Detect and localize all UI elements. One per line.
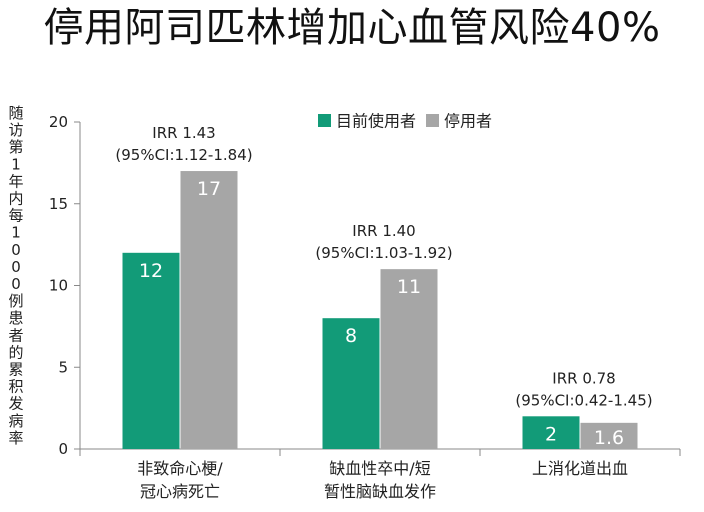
y-tick-label: 10	[49, 277, 68, 295]
y-tick-label: 5	[58, 358, 68, 376]
legend-swatch	[426, 114, 440, 127]
bar-discontinued	[380, 269, 438, 449]
irr-confidence-interval: (95%CI:1.12-1.84)	[115, 146, 252, 164]
y-tick-label: 0	[58, 440, 68, 458]
category-label: 冠心病死亡	[140, 482, 220, 501]
category-label: 非致命心梗/	[137, 459, 223, 478]
category-label: 暂性脑缺血发作	[324, 482, 436, 501]
category-label: 上消化道出血	[532, 459, 628, 478]
irr-annotations: IRR 1.43 (95%CI:1.12-1.84) IRR 1.40 (95%CI:…	[115, 124, 652, 409]
legend-swatch	[318, 114, 331, 127]
legend-label: 停用者	[444, 112, 492, 131]
bar-value-label: 2	[545, 423, 557, 445]
bar-current	[322, 318, 380, 449]
y-axis-label: 随访第 1 年内每 1 0 0 0 例患者的累积发病率	[8, 104, 23, 447]
category-label: 缺血性卒中/短	[329, 459, 430, 478]
bar-discontinued	[180, 171, 238, 450]
bar-value-label: 1.6	[594, 427, 624, 449]
irr-value: IRR 0.78	[552, 369, 615, 387]
irr-value: IRR 1.40	[352, 222, 415, 240]
legend-label: 目前使用者	[336, 112, 416, 131]
bar-value-label: 8	[345, 325, 357, 347]
chart-title: 停用阿司匹林增加心血管风险40%	[43, 5, 661, 51]
y-axis-ticks: 0 5 10 15 20	[49, 113, 80, 458]
bars: 12 17 8 11 2 1.6	[122, 171, 638, 450]
y-tick-label: 20	[49, 113, 68, 131]
y-axis-title: 随访第 1 年内每 1 0 0 0 例患者的累积发病率	[8, 104, 23, 447]
y-tick-label: 15	[49, 195, 68, 213]
irr-confidence-interval: (95%CI:0.42-1.45)	[515, 391, 652, 409]
bar-value-label: 11	[397, 276, 421, 298]
bar-value-label: 12	[139, 260, 163, 282]
bar-current	[122, 252, 180, 449]
irr-confidence-interval: (95%CI:1.03-1.92)	[315, 244, 452, 262]
legend: 目前使用者 停用者	[318, 112, 492, 131]
bar-current	[522, 416, 580, 449]
irr-value: IRR 1.43	[152, 124, 215, 142]
bar-discontinued	[580, 422, 638, 449]
bar-value-label: 17	[197, 178, 221, 200]
